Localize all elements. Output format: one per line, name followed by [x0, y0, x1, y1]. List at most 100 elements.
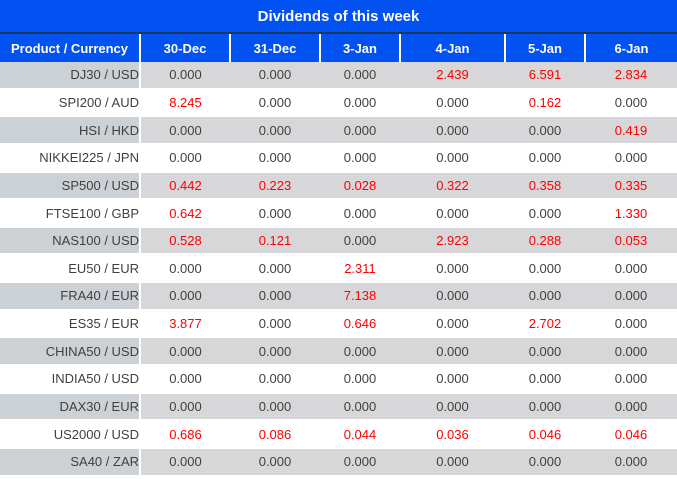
column-header-product-currency: Product / Currency	[0, 34, 140, 62]
dividend-value-cell: 0.000	[230, 143, 320, 173]
dividend-value-cell: 2.834	[585, 62, 677, 90]
dividend-value-cell: 0.000	[400, 337, 505, 367]
dividend-value-cell: 0.000	[400, 116, 505, 145]
dividend-value-cell: 0.000	[230, 392, 320, 422]
dividend-value-cell: 0.000	[230, 447, 320, 477]
column-header-date: 3-Jan	[319, 34, 400, 62]
dividend-value-cell: 0.000	[140, 116, 230, 145]
dividend-value-cell: 0.000	[140, 392, 230, 422]
dividend-value-cell: 2.702	[505, 309, 585, 339]
dividend-value-cell: 0.000	[585, 282, 677, 311]
product-cell: DAX30 / EUR	[0, 392, 141, 422]
product-cell: SPI200 / AUD	[0, 88, 141, 118]
dividend-value-cell: 0.000	[505, 116, 585, 145]
dividend-value-cell: 0.000	[230, 199, 320, 228]
table-row: SA40 / ZAR 0.000 0.000 0.000 0.000 0.000 0.000	[0, 447, 677, 477]
table-row: NIKKEI225 / JPN 0.000 0.000 0.000 0.000 0.000…	[0, 143, 677, 173]
dividend-value-cell: 0.000	[505, 392, 585, 422]
dividend-value-cell: 0.000	[320, 199, 400, 228]
table-row: HSI / HKD 0.000 0.000 0.000 0.000 0.000 0.419	[0, 116, 677, 145]
dividend-value-cell: 0.000	[320, 447, 400, 477]
dividend-value-cell: 0.000	[320, 365, 400, 394]
dividend-value-cell: 0.000	[230, 365, 320, 394]
dividend-value-cell: 0.000	[505, 447, 585, 477]
table-row: EU50 / EUR 0.000 0.000 2.311 0.000 0.000 0.000	[0, 254, 677, 284]
product-cell: NIKKEI225 / JPN	[0, 143, 141, 173]
product-cell: FRA40 / EUR	[0, 282, 141, 311]
dividend-value-cell: 0.000	[230, 116, 320, 145]
dividend-value-cell: 0.000	[140, 447, 230, 477]
dividend-value-cell: 0.000	[585, 143, 677, 173]
dividend-value-cell: 2.311	[320, 254, 400, 284]
dividend-value-cell: 0.000	[585, 309, 677, 339]
dividend-value-cell: 2.923	[400, 226, 505, 256]
dividend-value-cell: 1.330	[585, 199, 677, 228]
dividend-value-cell: 0.053	[585, 226, 677, 256]
dividend-value-cell: 0.000	[400, 199, 505, 228]
dividend-value-cell: 0.046	[585, 420, 677, 449]
product-cell: CHINA50 / USD	[0, 337, 141, 367]
dividend-value-cell: 7.138	[320, 282, 400, 311]
table-row: CHINA50 / USD 0.000 0.000 0.000 0.000 0.000 0.…	[0, 337, 677, 367]
dividend-value-cell: 0.000	[585, 254, 677, 284]
column-header-date: 6-Jan	[584, 34, 677, 62]
dividend-value-cell: 0.000	[320, 337, 400, 367]
column-header-date: 5-Jan	[504, 34, 585, 62]
table-row: FTSE100 / GBP 0.642 0.000 0.000 0.000 0.000 1.…	[0, 199, 677, 228]
product-cell: FTSE100 / GBP	[0, 199, 141, 228]
dividend-value-cell: 0.442	[140, 171, 230, 201]
dividend-value-cell: 0.000	[400, 88, 505, 118]
table-row: FRA40 / EUR 0.000 0.000 7.138 0.000 0.000 0.00…	[0, 282, 677, 311]
column-header-date: 31-Dec	[229, 34, 320, 62]
dividend-value-cell: 0.000	[400, 282, 505, 311]
dividend-value-cell: 0.322	[400, 171, 505, 201]
table-row: INDIA50 / USD 0.000 0.000 0.000 0.000 0.000 0.…	[0, 365, 677, 394]
dividend-value-cell: 0.000	[585, 337, 677, 367]
dividend-value-cell: 0.000	[140, 337, 230, 367]
dividend-value-cell: 0.000	[320, 392, 400, 422]
dividend-value-cell: 0.086	[230, 420, 320, 449]
dividend-value-cell: 0.642	[140, 199, 230, 228]
dividend-value-cell: 0.000	[505, 254, 585, 284]
product-cell: US2000 / USD	[0, 420, 141, 449]
dividend-value-cell: 0.528	[140, 226, 230, 256]
dividend-value-cell: 0.358	[505, 171, 585, 201]
product-cell: EU50 / EUR	[0, 254, 141, 284]
dividend-value-cell: 0.036	[400, 420, 505, 449]
dividend-value-cell: 0.000	[140, 282, 230, 311]
table-row: DJ30 / USD 0.000 0.000 0.000 2.439 6.591 2.834	[0, 62, 677, 90]
dividends-table: Product / Currency 30-Dec 31-Dec 3-Jan 4-Jan…	[0, 34, 677, 477]
dividend-value-cell: 0.028	[320, 171, 400, 201]
dividend-value-cell: 0.335	[585, 171, 677, 201]
dividend-value-cell: 0.000	[230, 337, 320, 367]
dividend-value-cell: 0.223	[230, 171, 320, 201]
dividend-value-cell: 0.000	[505, 365, 585, 394]
dividend-value-cell: 0.046	[505, 420, 585, 449]
widget-title: Dividends of this week	[0, 0, 677, 34]
table-body: DJ30 / USD 0.000 0.000 0.000 2.439 6.591 2.834…	[0, 62, 677, 477]
dividend-value-cell: 0.000	[230, 282, 320, 311]
dividend-value-cell: 0.044	[320, 420, 400, 449]
table-row: SP500 / USD 0.442 0.223 0.028 0.322 0.358 0.33…	[0, 171, 677, 201]
dividend-value-cell: 0.000	[400, 365, 505, 394]
dividend-value-cell: 0.000	[230, 62, 320, 90]
dividend-value-cell: 6.591	[505, 62, 585, 90]
product-cell: HSI / HKD	[0, 116, 141, 145]
dividend-value-cell: 0.000	[230, 88, 320, 118]
dividend-value-cell: 0.686	[140, 420, 230, 449]
dividend-value-cell: 2.439	[400, 62, 505, 90]
table-row: ES35 / EUR 3.877 0.000 0.646 0.000 2.702 0.000	[0, 309, 677, 339]
dividend-value-cell: 0.000	[320, 88, 400, 118]
table-row: SPI200 / AUD 8.245 0.000 0.000 0.000 0.162 0.0…	[0, 88, 677, 118]
header-row: Product / Currency 30-Dec 31-Dec 3-Jan 4-Jan…	[0, 34, 677, 62]
dividend-value-cell: 0.000	[585, 392, 677, 422]
dividend-value-cell: 3.877	[140, 309, 230, 339]
dividend-value-cell: 0.121	[230, 226, 320, 256]
dividend-value-cell: 0.000	[140, 143, 230, 173]
dividend-value-cell: 0.288	[505, 226, 585, 256]
dividend-value-cell: 0.000	[140, 254, 230, 284]
dividend-value-cell: 0.419	[585, 116, 677, 145]
dividend-value-cell: 0.000	[585, 365, 677, 394]
dividend-value-cell: 0.000	[400, 447, 505, 477]
